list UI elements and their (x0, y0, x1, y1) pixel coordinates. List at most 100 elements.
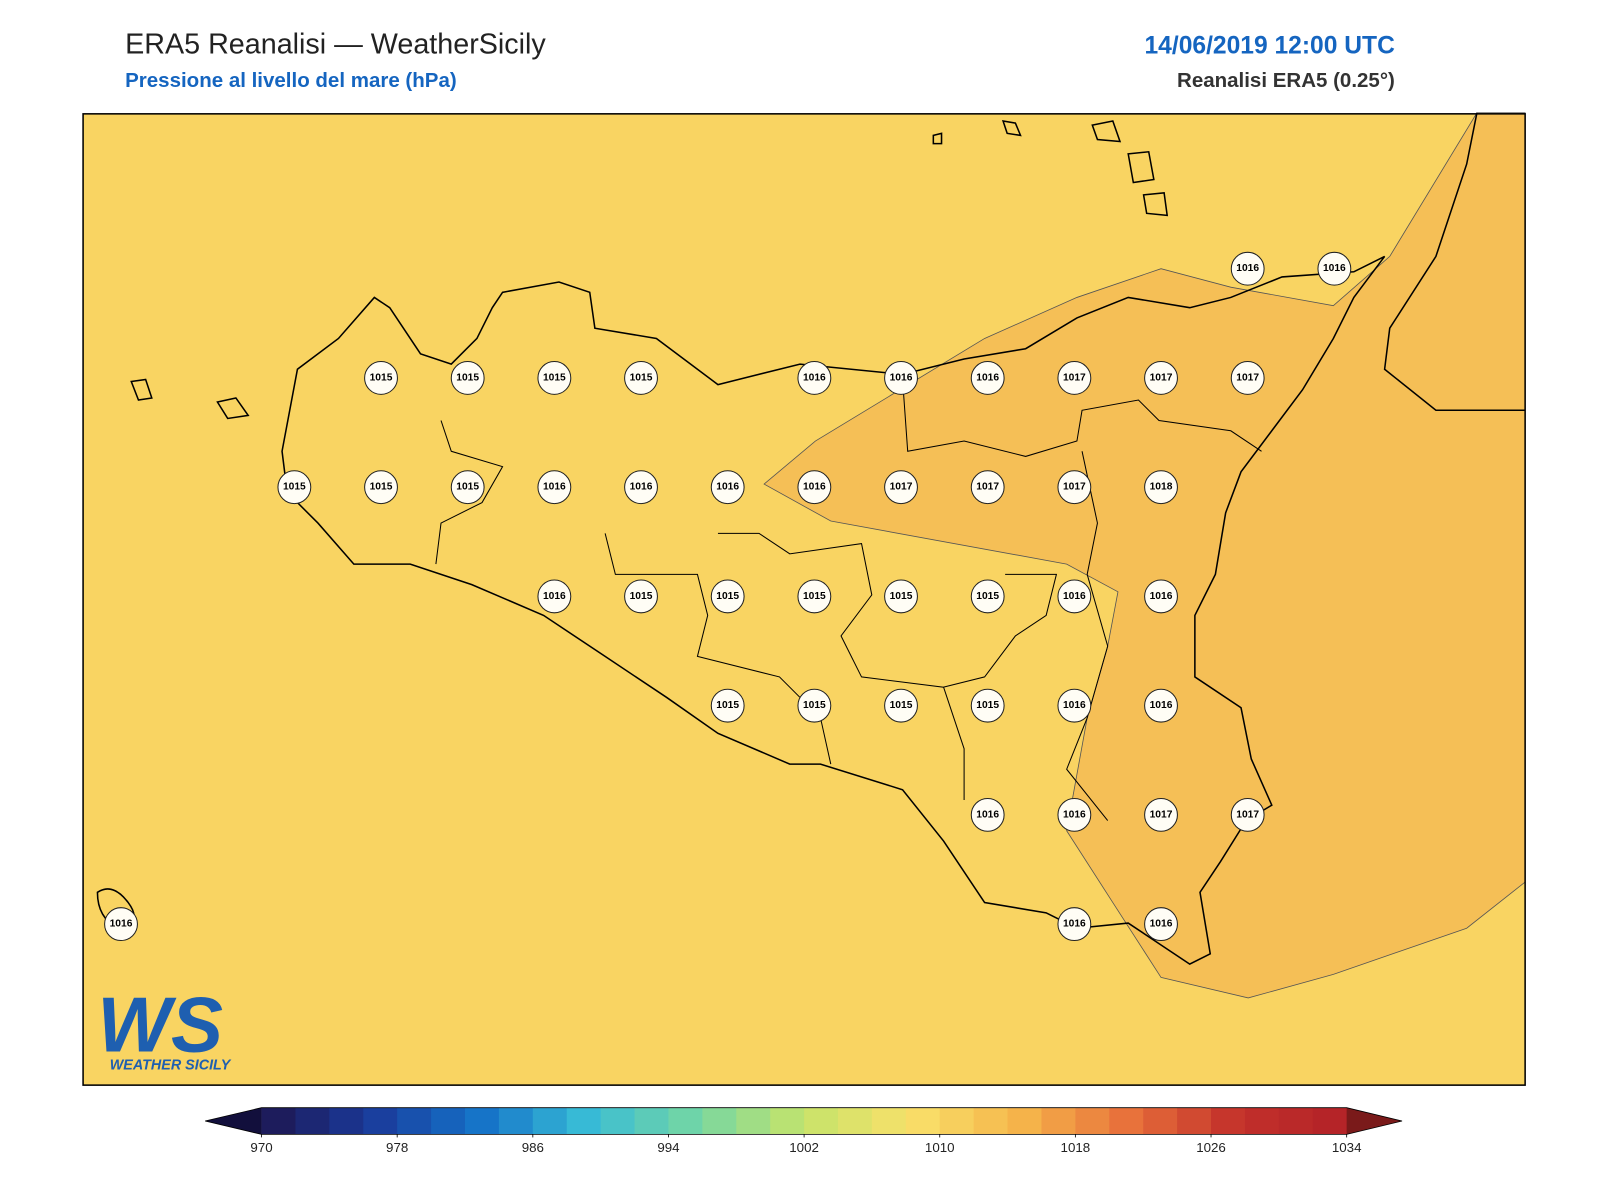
station-marker (710, 579, 745, 614)
source: Reanalisi ERA5 (0.25°) (1177, 69, 1395, 92)
station-label: 1016 (1150, 700, 1173, 711)
station-marker (1230, 361, 1265, 395)
island (1001, 120, 1022, 137)
island (1127, 150, 1155, 184)
station-label: 1016 (890, 372, 913, 383)
colorbar-tick-label: 986 (522, 1140, 544, 1155)
colorbar-tick-label: 978 (386, 1140, 408, 1155)
colorbar-bin (498, 1107, 534, 1135)
station-label: 1016 (543, 482, 566, 493)
station-label: 1015 (803, 591, 826, 602)
station-marker (710, 470, 745, 505)
colorbar-bin (261, 1107, 296, 1135)
station-label: 1016 (976, 372, 999, 383)
station-marker (970, 361, 1005, 395)
colorbar-bin (295, 1107, 330, 1135)
island (216, 397, 250, 420)
station-marker (797, 470, 832, 505)
station-label: 1016 (1063, 700, 1086, 711)
colorbar-bin (1041, 1107, 1076, 1135)
station-marker (1144, 579, 1178, 614)
station-marker (537, 361, 572, 395)
island (1142, 191, 1169, 217)
colorbar-bin (1312, 1107, 1348, 1135)
logo-caption: WEATHER SICILY (110, 1058, 232, 1074)
station-marker (450, 470, 485, 505)
colorbar-bin (566, 1107, 602, 1135)
station-marker (1057, 688, 1092, 723)
station-label: 1017 (890, 482, 913, 493)
station-label: 1015 (890, 591, 913, 602)
colorbar-tick-label: 970 (250, 1140, 272, 1155)
colorbar-bin (1143, 1107, 1178, 1135)
date: 14/06/2019 12:00 UTC (1144, 32, 1395, 59)
colorbar-bin (770, 1107, 805, 1135)
station-label: 1015 (976, 700, 999, 711)
colorbar-bin (1109, 1107, 1144, 1135)
island (1091, 120, 1122, 143)
map-frame (82, 113, 1526, 1086)
logo: WS WEATHER SICILY (97, 980, 231, 1073)
subtitle: Pressione al livello del mare (hPa) (125, 69, 457, 92)
colorbar-bin (329, 1107, 364, 1135)
colorbar-bin (1211, 1107, 1246, 1135)
station-marker (1057, 470, 1092, 505)
border (717, 532, 965, 800)
sicily-coast (281, 255, 1386, 965)
colorbar-over (1346, 1107, 1403, 1135)
colorbar-bin (973, 1107, 1009, 1135)
station-label: 1018 (1150, 482, 1173, 493)
colorbar: 970 978 986 994 1002 1010 1018 1026 1034 (205, 1107, 1403, 1155)
station-label: 1015 (630, 591, 653, 602)
station-marker (624, 579, 658, 614)
colorbar-bin (532, 1107, 568, 1135)
station-marker (1144, 797, 1178, 832)
station-label: 1016 (1236, 263, 1259, 274)
station-label: 1016 (1323, 263, 1346, 274)
station-label: 1015 (630, 372, 653, 383)
colorbar-bin (838, 1107, 873, 1135)
colorbar-bin (736, 1107, 771, 1135)
station-label: 1016 (1150, 591, 1173, 602)
station-label: 1017 (1063, 482, 1086, 493)
station-marker (1057, 579, 1092, 614)
station-marker (1144, 688, 1178, 723)
station-marker (1317, 251, 1352, 286)
station-marker (624, 361, 658, 395)
map: 1016 1016 1015 1015 1015 1015 1016 1016 1016 1017… (82, 112, 1526, 1086)
station-marker (1144, 470, 1178, 505)
island (130, 378, 153, 401)
station-label: 1015 (543, 372, 566, 383)
colorbar-bin (668, 1107, 703, 1135)
station-marker (970, 470, 1005, 505)
colorbar-bin (1278, 1107, 1314, 1135)
colorbar-bin (871, 1107, 907, 1135)
border (1066, 451, 1109, 821)
station-marker (797, 579, 832, 614)
station-label: 1015 (890, 700, 913, 711)
stations: 1016 1016 1015 1015 1015 1015 1016 1016 1016 1017… (104, 251, 1352, 942)
station-marker (1144, 907, 1178, 942)
colorbar-tick-label: 1034 (1332, 1140, 1362, 1155)
colorbar-bin (905, 1107, 941, 1135)
colorbar-bin (465, 1107, 500, 1135)
border (902, 379, 1262, 457)
station-label: 1016 (110, 919, 133, 930)
station-label: 1016 (543, 591, 566, 602)
colorbar-bin (1177, 1107, 1212, 1135)
station-marker (884, 688, 918, 723)
station-label: 1017 (1063, 372, 1086, 383)
colorbar-bin (600, 1107, 636, 1135)
station-marker (364, 470, 398, 505)
calabria-coast (1383, 112, 1526, 412)
logo-text: WS (97, 980, 223, 1068)
station-label: 1016 (803, 482, 826, 493)
station-marker (970, 688, 1005, 723)
station-label: 1016 (1063, 591, 1086, 602)
station-marker (970, 797, 1005, 832)
station-marker (450, 361, 485, 395)
station-marker (1144, 361, 1178, 395)
station-label: 1016 (1150, 919, 1173, 930)
